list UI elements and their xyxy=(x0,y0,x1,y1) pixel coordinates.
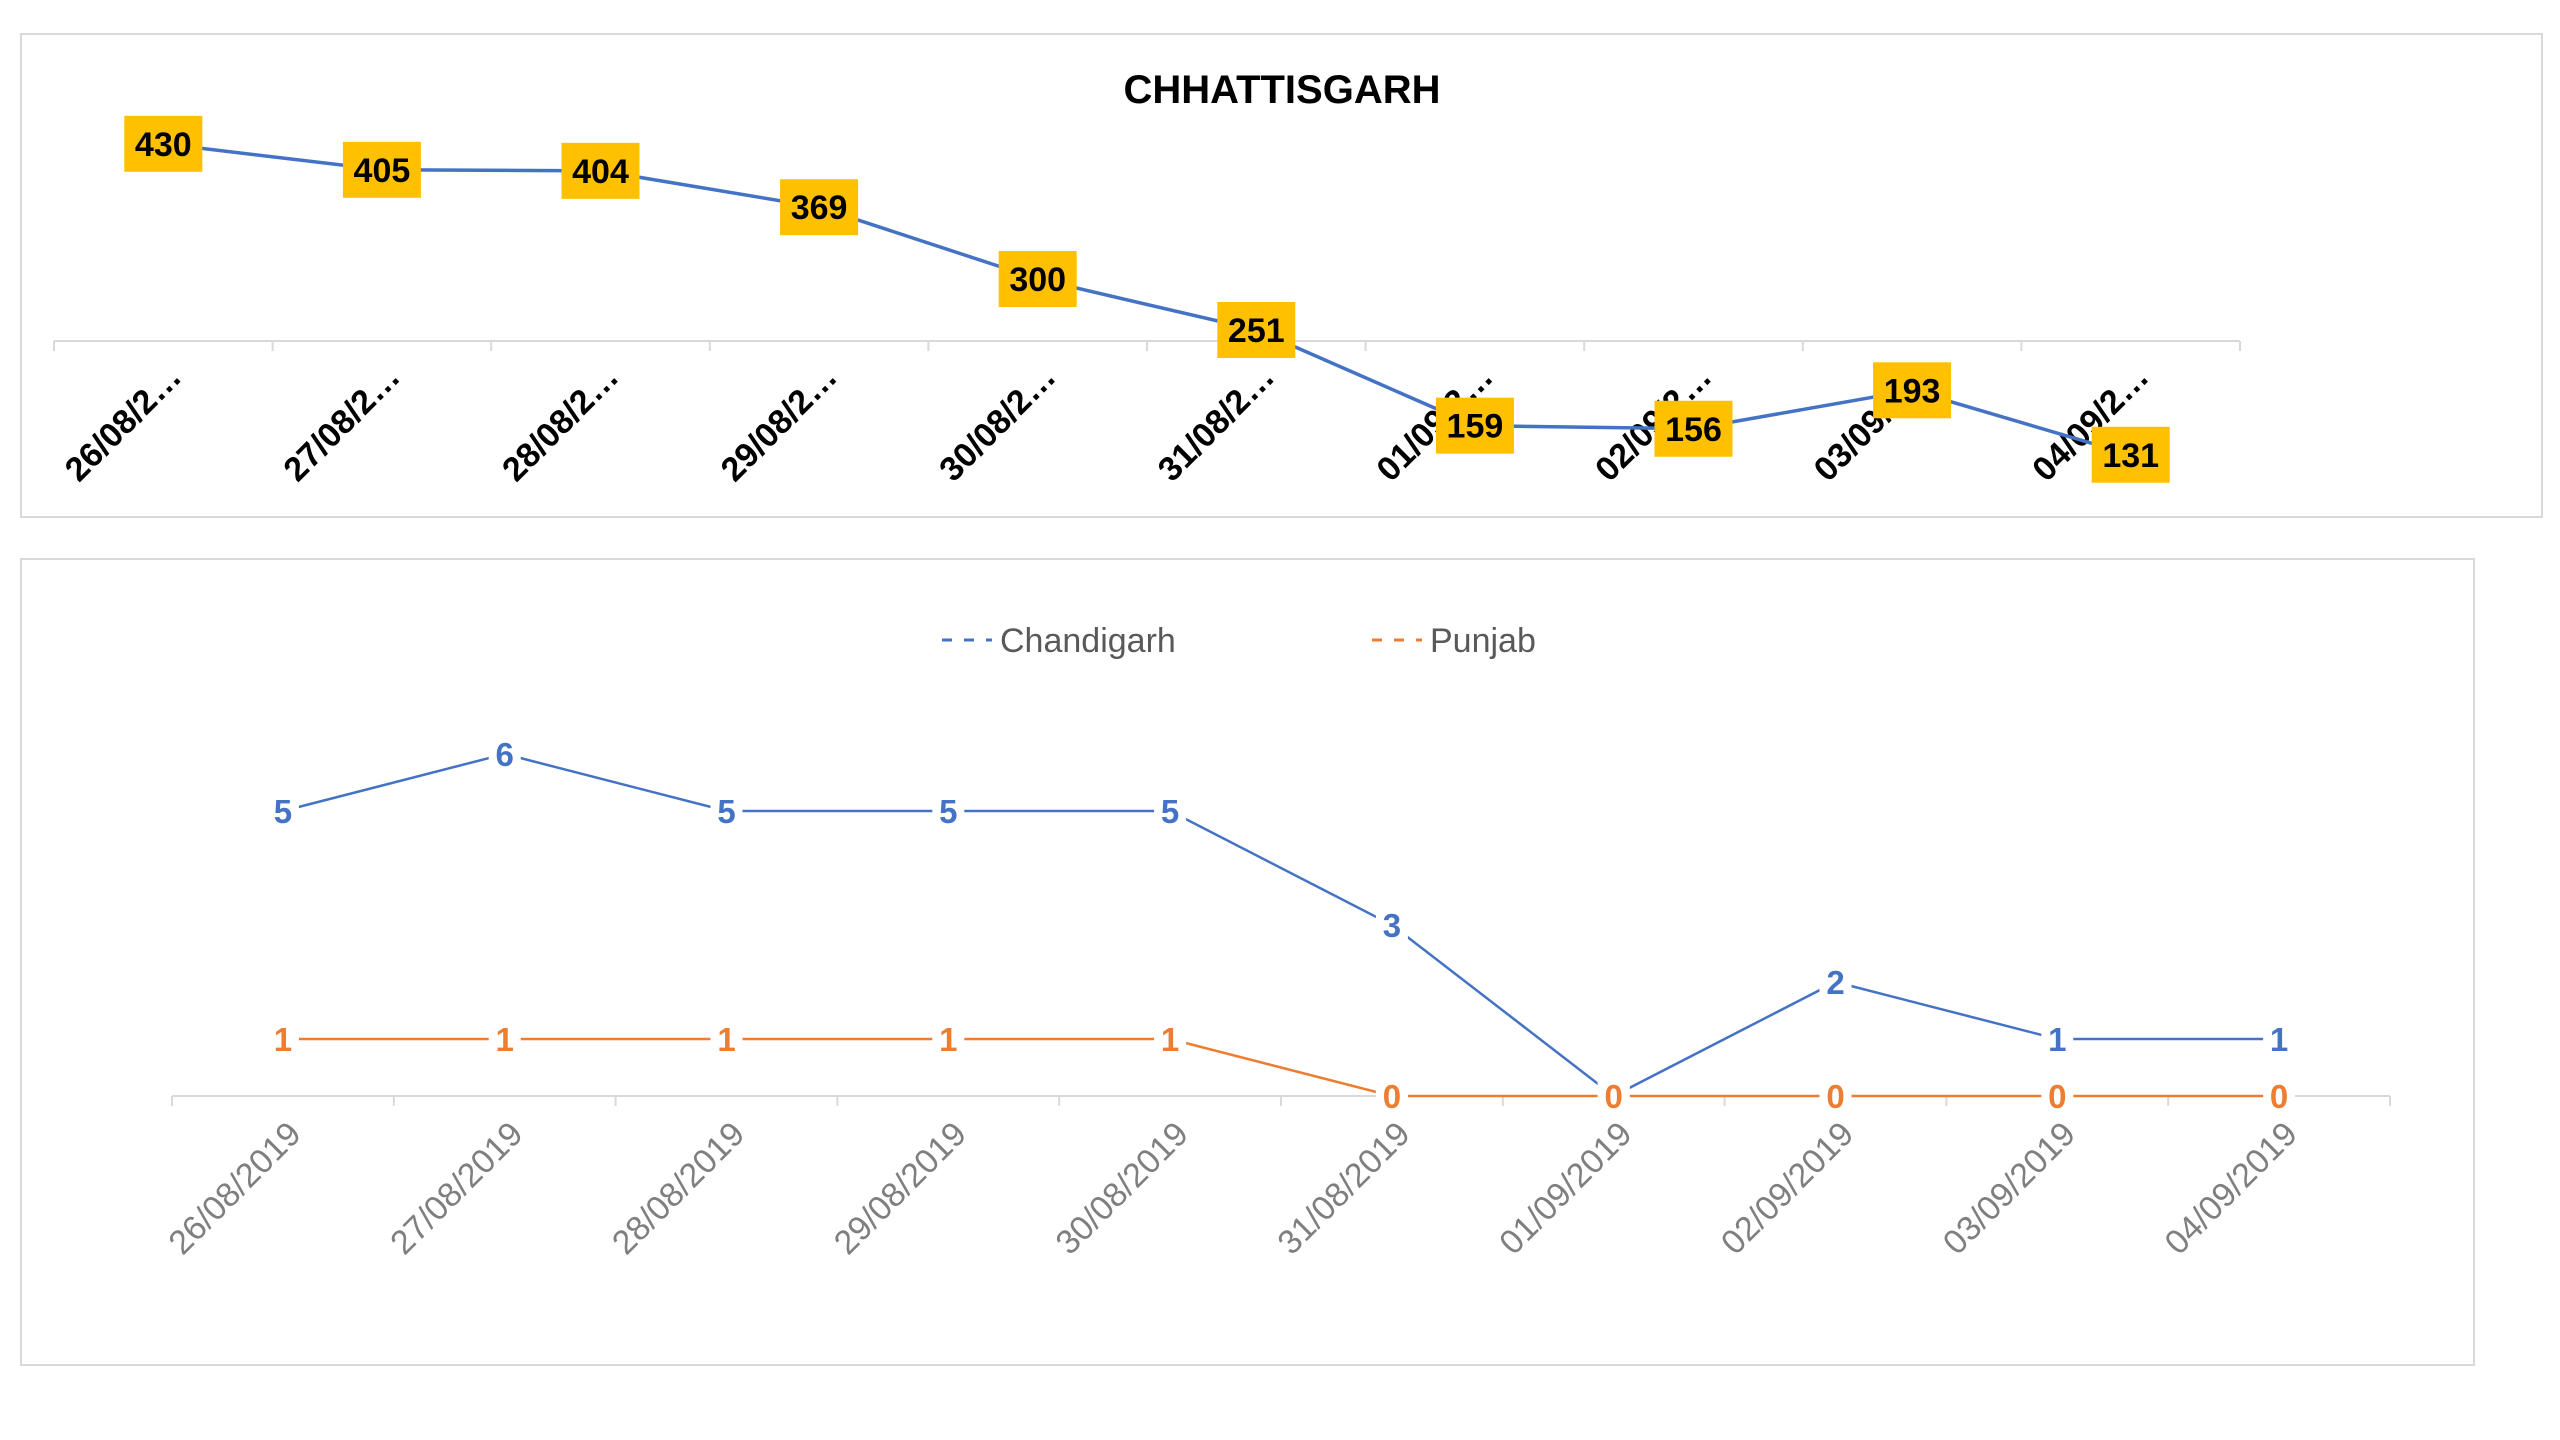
data-label-bg xyxy=(1375,1076,1408,1116)
data-label-bg xyxy=(1819,1076,1852,1116)
data-label-bg xyxy=(266,791,299,831)
data-label: 251 xyxy=(1228,312,1285,350)
x-tick-label: 04/09/2019 xyxy=(2158,1115,2305,1262)
data-label-chandigarh: 3 xyxy=(1383,907,1401,944)
data-label-bg xyxy=(2041,1076,2074,1116)
data-label: 300 xyxy=(1009,261,1066,299)
x-tick-label: 29/08/2… xyxy=(714,358,845,489)
data-label-box xyxy=(1873,362,1952,419)
chandigarh-punjab-chart-svg: Chandigarh Punjab 26/08/2019 27/08/2019 28… xyxy=(161,622,2391,1262)
x-tick-label: 03/09/2019 xyxy=(1936,1115,2083,1262)
data-label-box xyxy=(561,142,640,199)
data-label-bg xyxy=(1154,1019,1187,1059)
data-label: 131 xyxy=(2102,437,2159,475)
data-label: 430 xyxy=(135,126,192,164)
data-label-punjab: 0 xyxy=(2270,1078,2288,1115)
x-tick-label: 31/08/2… xyxy=(1151,358,1282,489)
data-label-bg xyxy=(266,1019,299,1059)
data-label-chandigarh: 6 xyxy=(496,736,514,773)
data-label-bg xyxy=(710,1019,743,1059)
data-label-box xyxy=(1654,400,1733,457)
x-tick-label: 26/08/2… xyxy=(58,358,189,489)
data-label-chandigarh: 1 xyxy=(2270,1021,2288,1058)
data-label-punjab: 0 xyxy=(1383,1078,1401,1115)
data-label-chandigarh: 2 xyxy=(1826,964,1844,1001)
data-label-bg xyxy=(710,791,743,831)
series-line-chandigarh xyxy=(282,752,2280,1098)
data-label-bg xyxy=(488,1019,521,1059)
data-label-bg xyxy=(2263,1076,2296,1116)
data-label-punjab: 1 xyxy=(274,1021,292,1058)
data-label-bg xyxy=(932,791,965,831)
data-label-bg xyxy=(2041,1019,2074,1059)
data-label-chandigarh: 5 xyxy=(939,793,957,830)
data-label-box xyxy=(1435,397,1514,454)
data-label-bg xyxy=(488,734,521,774)
data-label: 156 xyxy=(1665,411,1722,449)
data-label-chandigarh: 5 xyxy=(274,793,292,830)
data-label-bg xyxy=(1154,791,1187,831)
data-label-punjab: 0 xyxy=(1605,1078,1623,1115)
data-label-box xyxy=(2091,426,2170,483)
x-tick-label: 31/08/2019 xyxy=(1270,1115,1417,1262)
data-label-box xyxy=(124,115,203,172)
chhattisgarh-chart-svg: CHHATTISGARH 26/08/2… 27/08/2… 28/08/2… 29/… xyxy=(53,68,2241,489)
data-label-punjab: 1 xyxy=(717,1021,735,1058)
chart-title: CHHATTISGARH xyxy=(1123,68,1440,112)
x-tick-label: 27/08/2019 xyxy=(383,1115,530,1262)
data-label: 159 xyxy=(1447,408,1504,446)
data-label-box xyxy=(998,251,1077,307)
x-tick-label: 02/09/2019 xyxy=(1714,1115,1861,1262)
data-label-chandigarh: 5 xyxy=(1161,793,1179,830)
x-tick-label: 28/08/2019 xyxy=(605,1115,752,1262)
x-tick-label: 30/08/2… xyxy=(932,358,1063,489)
x-tick-label: 28/08/2… xyxy=(495,358,626,489)
data-label-punjab: 1 xyxy=(1161,1021,1179,1058)
data-label: 405 xyxy=(354,152,411,190)
data-label: 193 xyxy=(1884,372,1941,410)
data-label-chandigarh: 1 xyxy=(2048,1021,2066,1058)
series-line-punjab xyxy=(282,1037,2280,1098)
data-label: 404 xyxy=(572,153,629,191)
data-label-punjab: 0 xyxy=(1826,1078,1844,1115)
legend-punjab-label: Punjab xyxy=(1430,622,1536,660)
x-tick-label: 29/08/2019 xyxy=(827,1115,974,1262)
chhattisgarh-chart: CHHATTISGARH 26/08/2… 27/08/2… 28/08/2… 29/… xyxy=(20,33,2543,518)
data-label-box xyxy=(1217,301,1296,358)
x-tick-label: 27/08/2… xyxy=(276,358,407,489)
x-tick-label: 01/09/2019 xyxy=(1492,1115,1639,1262)
data-label-chandigarh: 5 xyxy=(717,793,735,830)
data-label-punjab: 0 xyxy=(2048,1078,2066,1115)
data-label: 369 xyxy=(791,189,848,227)
x-tick-label: 30/08/2019 xyxy=(1049,1115,1196,1262)
data-label-bg xyxy=(1375,905,1408,945)
x-tick-label: 26/08/2019 xyxy=(161,1115,308,1262)
data-label-bg xyxy=(1819,962,1852,1002)
legend-chandigarh-label: Chandigarh xyxy=(1000,622,1176,660)
series-line xyxy=(163,142,2132,457)
data-label-box xyxy=(342,141,421,198)
data-label-punjab: 1 xyxy=(496,1021,514,1058)
chandigarh-punjab-chart: Chandigarh Punjab 26/08/2019 27/08/2019 28… xyxy=(20,558,2475,1366)
data-label-bg xyxy=(2263,1019,2296,1059)
data-label-punjab: 1 xyxy=(939,1021,957,1058)
data-label-bg xyxy=(932,1019,965,1059)
data-label-box xyxy=(780,179,859,236)
data-label-bg xyxy=(1597,1076,1630,1116)
